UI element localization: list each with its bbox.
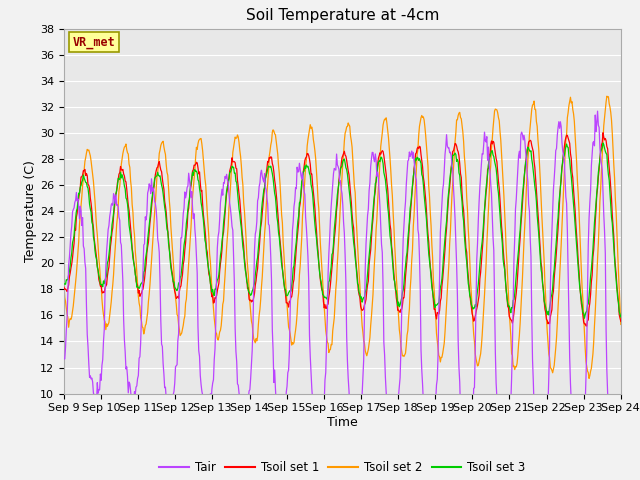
Y-axis label: Temperature (C): Temperature (C) bbox=[24, 160, 37, 262]
Title: Soil Temperature at -4cm: Soil Temperature at -4cm bbox=[246, 9, 439, 24]
X-axis label: Time: Time bbox=[327, 416, 358, 429]
Text: VR_met: VR_met bbox=[72, 36, 115, 48]
Legend: Tair, Tsoil set 1, Tsoil set 2, Tsoil set 3: Tair, Tsoil set 1, Tsoil set 2, Tsoil se… bbox=[155, 456, 530, 479]
